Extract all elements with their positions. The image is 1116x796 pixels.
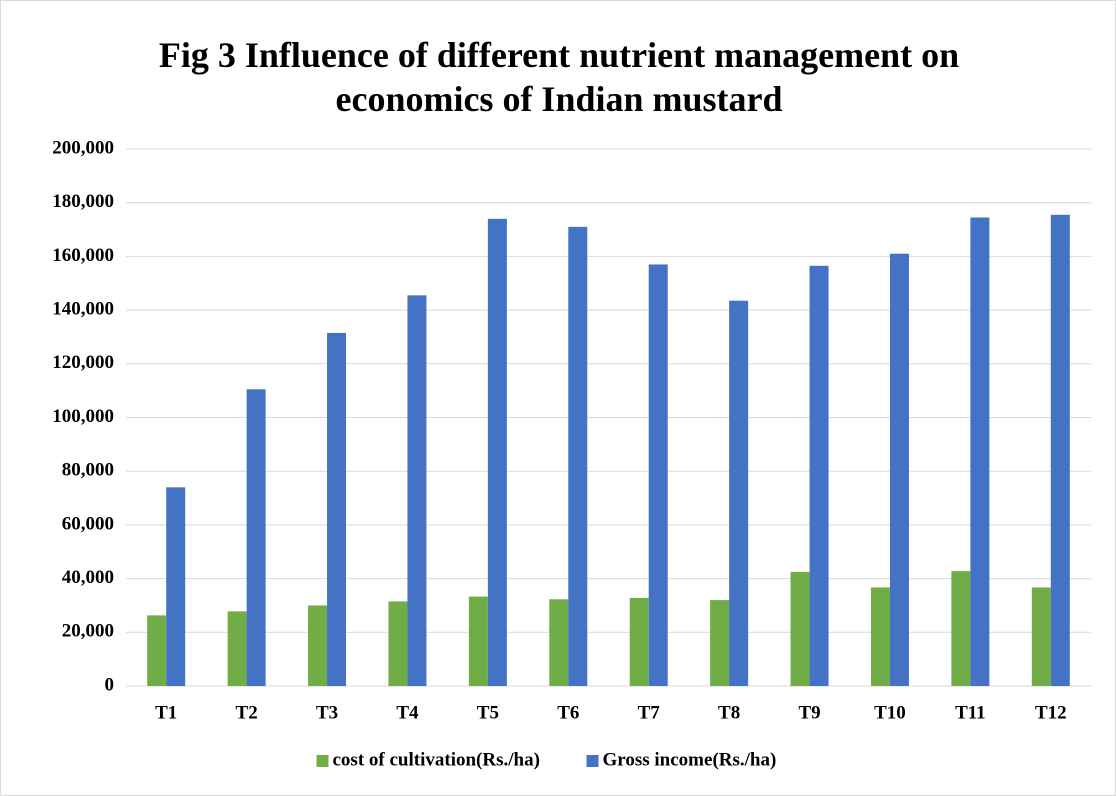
bar (308, 605, 328, 686)
y-tick-label: 80,000 (62, 460, 114, 481)
bar (327, 332, 347, 686)
bar (710, 600, 730, 686)
x-tick-label: T1 (155, 702, 177, 723)
x-tick-label: T5 (477, 702, 499, 723)
bar (1050, 214, 1070, 686)
x-tick-label: T10 (874, 702, 906, 723)
y-tick-label: 60,000 (62, 513, 114, 534)
bar (648, 264, 668, 686)
y-tick-label: 40,000 (62, 567, 114, 588)
x-tick-label: T8 (718, 702, 740, 723)
bar (388, 601, 408, 686)
bar (729, 300, 749, 686)
bar (549, 599, 569, 686)
y-tick-label: 0 (105, 674, 115, 695)
bar (951, 571, 971, 686)
bar (487, 218, 507, 686)
bar (1031, 587, 1051, 686)
bar (407, 295, 427, 686)
bar (790, 571, 810, 686)
bar (870, 587, 890, 686)
y-tick-label: 180,000 (52, 191, 114, 212)
bar (568, 226, 588, 687)
bar (147, 615, 167, 686)
bar (809, 265, 829, 686)
bar (970, 217, 990, 686)
x-tick-label: T11 (955, 702, 986, 723)
legend-swatch (586, 755, 599, 767)
bar (889, 253, 909, 686)
x-tick-label: T6 (557, 702, 579, 723)
y-tick-label: 100,000 (52, 406, 114, 427)
bar (246, 389, 266, 686)
bar (166, 487, 186, 686)
legend-swatch (316, 755, 329, 767)
x-tick-label: T3 (316, 702, 338, 723)
bar (468, 596, 488, 686)
x-tick-label: T9 (798, 702, 820, 723)
y-tick-label: 120,000 (52, 352, 114, 373)
legend-label: cost of cultivation(Rs./ha) (333, 749, 540, 770)
bar (227, 611, 247, 686)
x-tick-label: T7 (638, 702, 661, 723)
y-tick-label: 140,000 (52, 298, 114, 319)
x-tick-label: T4 (396, 702, 419, 723)
x-tick-label: T2 (236, 702, 258, 723)
y-tick-label: 200,000 (52, 137, 114, 158)
bar (629, 597, 649, 686)
x-tick-label: T12 (1035, 702, 1067, 723)
y-tick-label: 20,000 (62, 621, 114, 642)
chart-title: Fig 3 Influence of different nutrient ma… (158, 35, 960, 119)
legend-label: Gross income(Rs./ha) (603, 749, 777, 770)
y-tick-label: 160,000 (52, 245, 114, 266)
